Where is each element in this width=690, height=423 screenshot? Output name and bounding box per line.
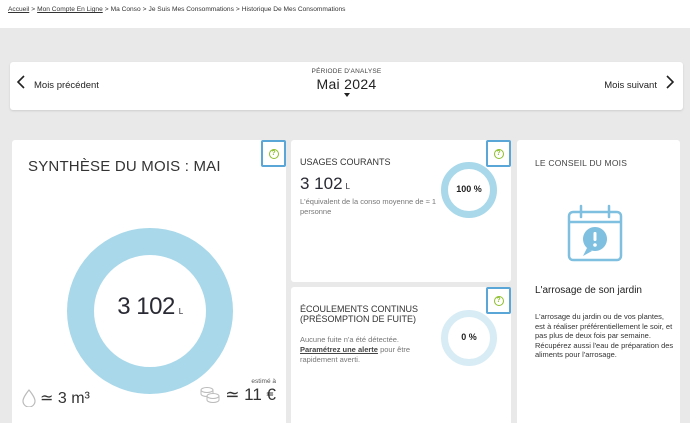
breadcrumb-je-suis: Je Suis Mes Consommations: [148, 6, 234, 13]
ecoulements-description: Aucune fuite n'a été détectée. Paramétre…: [300, 335, 430, 365]
volume-display: ≃ 3 m³: [22, 388, 90, 408]
previous-month-button[interactable]: Mois précédent: [16, 75, 99, 95]
synthese-value-number: 3 102: [117, 293, 175, 320]
ecoulements-percent: 0 %: [461, 332, 477, 342]
ecoulements-title: ÉCOULEMENTS CONTINUS (PRÉSOMPTION DE FUI…: [300, 304, 418, 324]
usages-description: L'équivalent de la conso moyenne de ≈ 1 …: [300, 197, 437, 216]
coins-icon: [200, 387, 220, 403]
breadcrumb-ma-conso: Ma Conso: [110, 6, 141, 13]
cost-value: ≃ 11 €: [225, 385, 276, 404]
synthese-value: 3 102 L: [94, 293, 206, 321]
conseil-body: L'arrosage du jardin ou de vos plantes, …: [535, 312, 674, 359]
ecoulements-title-line2: (PRÉSOMPTION DE FUITE): [300, 314, 417, 324]
synthese-title: SYNTHÈSE DU MOIS : MAI: [28, 158, 221, 175]
synthese-help-button[interactable]: ?: [261, 140, 286, 167]
synthese-value-unit: L: [178, 307, 183, 316]
next-month-label: Mois suivant: [604, 79, 657, 91]
ecoulements-card: ÉCOULEMENTS CONTINUS (PRÉSOMPTION DE FUI…: [291, 287, 511, 423]
volume-value: ≃ 3 m³: [40, 390, 90, 407]
usages-donut: 100 %: [441, 162, 497, 218]
question-icon: ?: [493, 148, 504, 159]
next-month-button[interactable]: Mois suivant: [604, 75, 675, 95]
usages-card: USAGES COURANTS ? 3 102 L L'équivalent de…: [291, 140, 511, 282]
conseil-title: LE CONSEIL DU MOIS: [535, 158, 628, 168]
ecoulements-desc-suffix: pour être rapidement averti.: [300, 345, 411, 364]
estimate-label: estimé à: [251, 378, 276, 385]
alert-settings-link[interactable]: Paramétrez une alerte: [300, 345, 378, 354]
calendar-alert-icon: [567, 204, 623, 262]
synthese-card: SYNTHÈSE DU MOIS : MAI ? 3 102 L ≃ 3 m³ e…: [12, 140, 286, 423]
usages-value: 3 102 L: [300, 174, 350, 194]
breadcrumb-historique: Historique De Mes Consommations: [241, 6, 346, 13]
period-value: Mai 2024: [316, 76, 377, 92]
question-icon: ?: [493, 295, 504, 306]
breadcrumb-accueil[interactable]: Accueil: [8, 6, 30, 13]
conseil-subtitle: L'arrosage de son jardin: [535, 285, 642, 296]
usages-title: USAGES COURANTS: [300, 157, 391, 167]
period-selector: Mois précédent PÉRIODE D'ANALYSE Mai 202…: [10, 62, 683, 110]
usages-percent: 100 %: [456, 184, 482, 194]
ecoulements-help-button[interactable]: ?: [486, 287, 511, 314]
breadcrumb-mon-compte[interactable]: Mon Compte En Ligne: [37, 6, 103, 13]
ecoulements-desc-prefix: Aucune fuite n'a été détectée.: [300, 335, 400, 344]
chevron-right-icon: [665, 75, 675, 95]
previous-month-label: Mois précédent: [34, 79, 99, 91]
ecoulements-title-line1: ÉCOULEMENTS CONTINUS: [300, 304, 419, 314]
chevron-left-icon: [16, 75, 26, 95]
usages-help-button[interactable]: ?: [486, 140, 511, 167]
synthese-donut: 3 102 L: [67, 228, 233, 394]
period-label: PÉRIODE D'ANALYSE: [311, 68, 382, 75]
question-icon: ?: [268, 148, 279, 159]
cost-display: estimé à ≃ 11 €: [199, 378, 276, 405]
usages-value-number: 3 102: [300, 174, 343, 193]
ecoulements-donut: 0 %: [441, 310, 497, 366]
water-drop-icon: [22, 389, 36, 407]
caret-down-icon[interactable]: [343, 93, 350, 97]
conseil-card: LE CONSEIL DU MOIS L'arrosage de son jar…: [517, 140, 680, 423]
period-display[interactable]: PÉRIODE D'ANALYSE Mai 2024: [10, 68, 683, 97]
usages-value-unit: L: [345, 182, 350, 191]
breadcrumb: Accueil > Mon Compte En Ligne > Ma Conso > Je …: [8, 6, 346, 13]
